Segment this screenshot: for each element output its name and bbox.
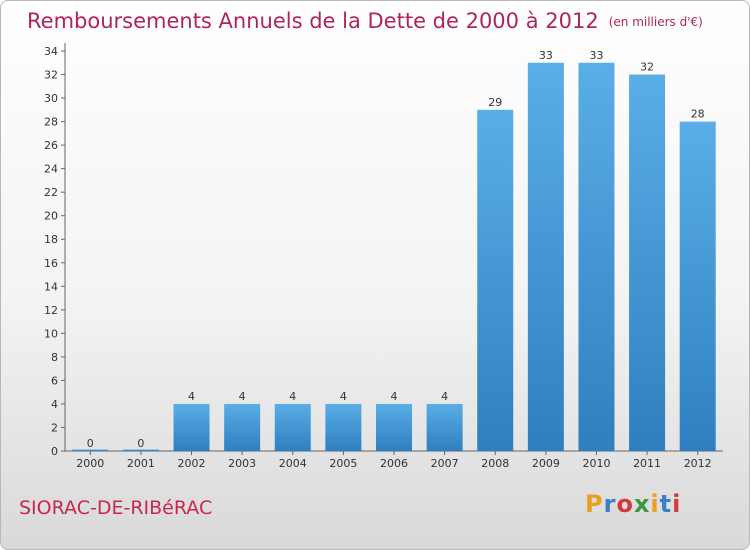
y-tick-label: 22 [44,186,58,199]
x-tick-label: 2009 [532,457,560,470]
x-tick-label: 2004 [279,457,307,470]
y-tick-label: 6 [51,374,58,387]
bar-value-label: 4 [340,390,347,403]
bar-value-label: 32 [640,61,654,74]
y-tick-label: 8 [51,351,58,364]
title-text: Remboursements Annuels de la Dette de 20… [27,9,599,33]
x-tick-label: 2005 [329,457,357,470]
y-tick-label: 0 [51,445,58,458]
logo-letter: r [603,490,617,518]
y-tick-label: 24 [44,163,58,176]
bar-value-label: 28 [691,108,705,121]
bar [629,74,666,451]
y-tick-label: 12 [44,304,58,317]
y-tick-label: 2 [51,421,58,434]
x-tick-label: 2000 [76,457,104,470]
proxiti-logo: Proxiti [585,490,681,518]
y-tick-label: 20 [44,210,58,223]
logo-letter: o [616,490,634,518]
bars [72,62,716,452]
logo-letter: t [659,490,673,518]
logo-letter: P [585,490,604,518]
y-tick-label: 18 [44,233,58,246]
logo-letter: x [633,490,651,518]
bar-value-label: 4 [188,390,195,403]
bar [325,403,362,451]
commune-name: SIORAC-DE-RIBéRAC [19,497,213,519]
bar-value-label: 4 [391,390,398,403]
bar [224,403,261,451]
bar [376,403,412,451]
y-tick-label: 26 [44,139,58,152]
x-tick-label: 2002 [178,457,206,470]
bar [578,62,615,451]
bar-value-label: 33 [589,49,603,62]
bar-value-label: 0 [137,437,144,450]
y-tick-label: 4 [51,398,58,411]
bar [72,449,109,451]
x-tick-label: 2007 [431,457,459,470]
chart-title: Remboursements Annuels de la Dette de 20… [27,9,703,33]
bar-value-label: 4 [289,390,296,403]
x-tick-label: 2010 [582,457,610,470]
bar-value-label: 29 [488,96,502,109]
bar-value-label: 33 [539,49,553,62]
bar [173,403,210,451]
bar-value-label: 0 [87,437,94,450]
unit-text: (en milliers d'€) [608,15,703,29]
logo-letter: i [672,490,682,518]
bar [679,121,716,452]
y-tick-label: 28 [44,116,58,129]
y-tick-label: 32 [44,69,58,82]
bar-value-label: 4 [239,390,246,403]
x-tick-label: 2012 [684,457,712,470]
x-tick-label: 2006 [380,457,408,470]
bar [426,403,463,451]
logo-letter: i [650,490,660,518]
y-tick-label: 14 [44,280,58,293]
y-tick-label: 10 [44,327,58,340]
bar [274,403,311,451]
x-tick-label: 2011 [633,457,661,470]
x-tick-label: 2003 [228,457,256,470]
x-tick-label: 2008 [481,457,509,470]
bar [477,109,514,451]
bar [527,62,564,451]
bar [122,449,159,451]
x-tick-label: 2001 [127,457,155,470]
data-labels: 0 0 4 4 4 4 4 4 29 33 33 32 28 [87,49,705,450]
y-tick-label: 34 [44,45,58,58]
bar-value-label: 4 [441,390,448,403]
y-tick-label: 30 [44,92,58,105]
y-tick-label: 16 [44,257,58,270]
